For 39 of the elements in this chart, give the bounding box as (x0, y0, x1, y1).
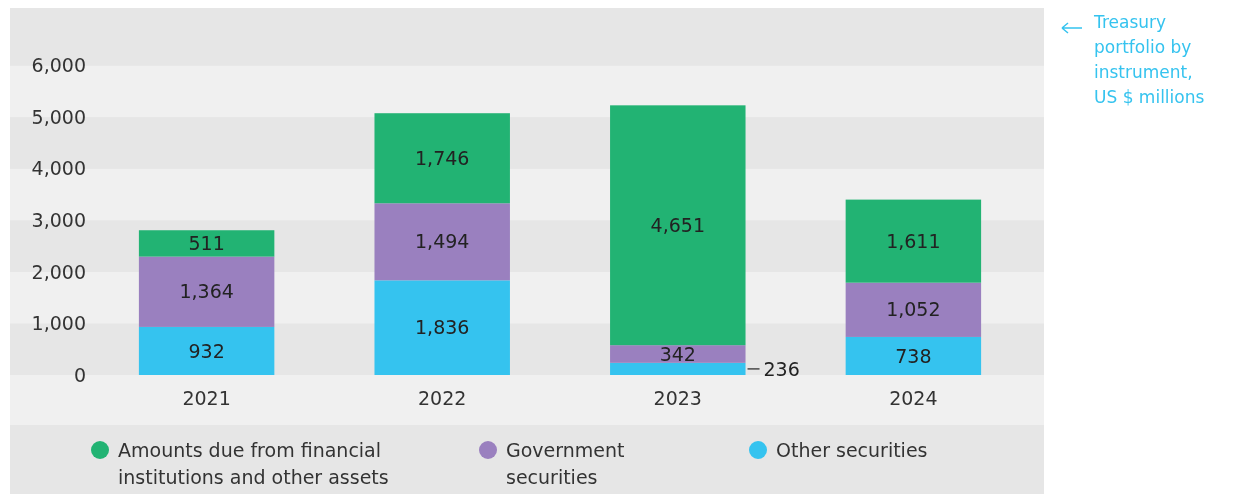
y-tick-label: 4,000 (31, 157, 86, 180)
legend-label: Other securities (776, 439, 928, 461)
bar (845, 282, 982, 337)
bar (845, 336, 982, 375)
data-label: 236 (763, 357, 800, 380)
bar (610, 345, 746, 363)
data-label: 342 (659, 342, 696, 365)
data-label: 932 (188, 339, 225, 362)
bar (374, 280, 510, 375)
data-label: 1,611 (886, 229, 941, 252)
data-label: 511 (188, 232, 225, 255)
x-tick-label: 2022 (418, 386, 467, 409)
data-label: 1,364 (179, 280, 234, 303)
y-tick-label: 1,000 (31, 312, 86, 335)
x-tick-label: 2023 (653, 386, 702, 409)
text: Treasury portfolio by instrument, US $ millions (1093, 12, 1205, 107)
bar (138, 230, 275, 257)
y-tick-label: 6,000 (31, 54, 86, 77)
bar (845, 199, 982, 283)
y-tick-label: 2,000 (31, 260, 86, 283)
data-label: 1,836 (415, 316, 470, 339)
bar (374, 113, 510, 204)
data-label: 1,746 (415, 146, 470, 169)
data-label: 4,651 (650, 213, 705, 236)
legend-label: Amounts due from financial institutions and other assets (118, 439, 389, 488)
y-tick-label: 3,000 (31, 208, 86, 231)
y-tick-label: 5,000 (31, 105, 86, 128)
bar (374, 203, 510, 281)
data-label: 1,052 (886, 298, 941, 321)
y-tick-label: 0 (73, 363, 86, 386)
x-tick-label: 2024 (889, 386, 938, 409)
bar (138, 326, 275, 375)
bar (138, 256, 275, 327)
data-label: 738 (895, 344, 932, 367)
bar (610, 105, 746, 346)
x-tick-label: 2021 (182, 386, 231, 409)
bar (610, 362, 746, 375)
data-label: 1,494 (415, 230, 470, 253)
legend-label: Government securities (506, 439, 625, 488)
